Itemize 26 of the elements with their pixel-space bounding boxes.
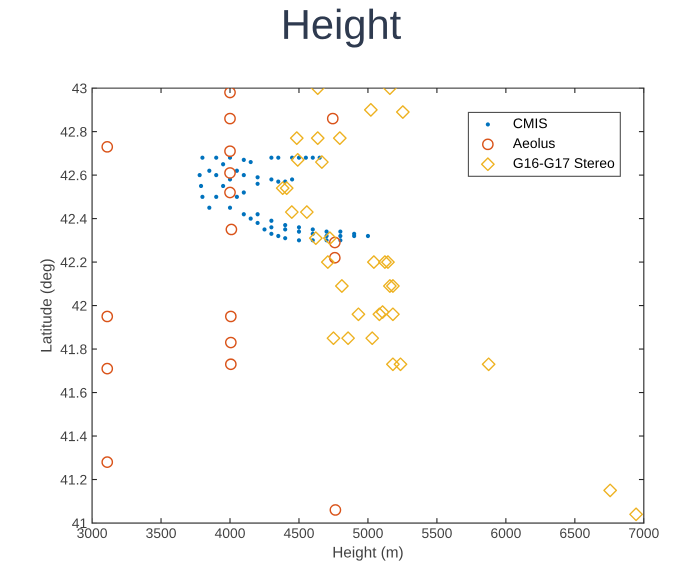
y-tick-label: 41 <box>72 518 87 528</box>
x-tick-label: 3500 <box>146 528 176 538</box>
x-tick-label: 5500 <box>422 528 452 538</box>
y-tick-label: 41.2 <box>60 474 87 485</box>
x-tick-label: 5000 <box>353 528 383 538</box>
y-tick-label: 42.2 <box>60 257 87 268</box>
x-axis-title: Height (m) <box>334 546 403 561</box>
y-tick-label: 42.8 <box>60 126 87 137</box>
y-tick-label: 42 <box>72 300 87 311</box>
y-tick-label: 41.6 <box>60 388 87 398</box>
y-tick-label: 41.4 <box>60 432 87 442</box>
x-tick-label: 3000 <box>77 528 107 538</box>
y-tick-label: 43 <box>72 83 87 94</box>
x-tick-label: 4000 <box>214 528 245 538</box>
chart-title: Height <box>284 8 401 48</box>
y-tick-label: 42.6 <box>60 170 87 180</box>
legend-label: Aeolus <box>512 138 555 148</box>
y-axis-title: Latitude (deg) <box>40 259 55 352</box>
x-tick-label: 4500 <box>284 528 314 538</box>
legend-label: G16-G17 Stereo <box>514 158 614 168</box>
x-tick-label: 6000 <box>491 528 521 538</box>
x-tick-label: 7000 <box>629 528 659 538</box>
legend-label: CMIS <box>514 118 547 128</box>
x-tick-label: 6500 <box>560 528 590 538</box>
y-tick-label: 41.8 <box>60 344 87 354</box>
y-tick-label: 42.4 <box>60 214 87 224</box>
